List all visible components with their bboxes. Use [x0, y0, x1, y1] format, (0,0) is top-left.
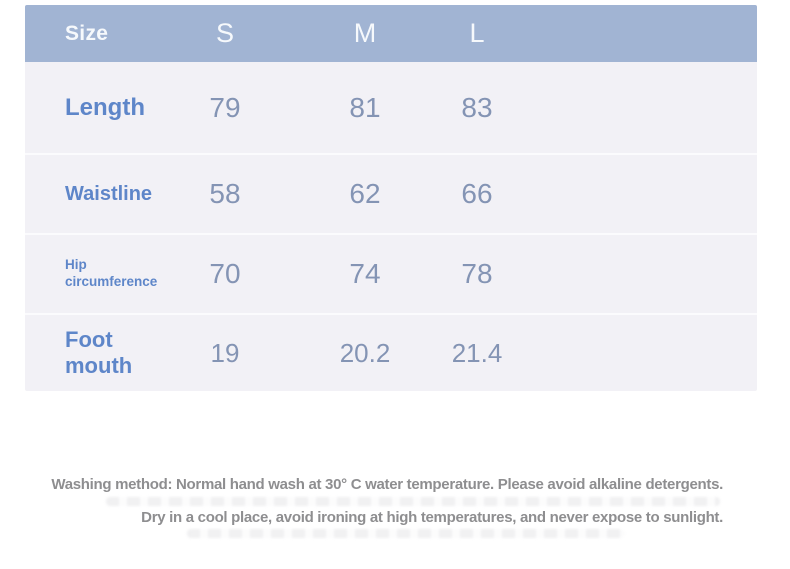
- table-row-waistline: Waistline 58 62 66: [25, 153, 757, 233]
- value-foot-mouth-s: 19: [210, 337, 240, 368]
- row-label-foot-mouth: Foot mouth: [65, 326, 133, 378]
- row-label-length: Length: [65, 93, 145, 121]
- value-length-l: 83: [461, 91, 493, 123]
- table-header-row: Size S M L: [25, 5, 757, 62]
- care-line-drying: Dry in a cool place, avoid ironing at hi…: [141, 509, 723, 526]
- value-hip-s: 70: [209, 258, 241, 289]
- faint-watermark-line: [187, 529, 625, 538]
- faint-watermark-line: [106, 497, 720, 506]
- care-line-washing: Washing method: Normal hand wash at 30° …: [51, 476, 723, 493]
- care-instructions: Washing method: Normal hand wash at 30° …: [40, 468, 723, 534]
- row-label-waistline: Waistline: [65, 182, 153, 205]
- size-table: Size S M L Length 79 81 83 Waistline 58 …: [25, 5, 757, 391]
- size-header-label: Size: [65, 21, 109, 45]
- value-foot-mouth-l: 21.4: [451, 337, 503, 368]
- value-length-m: 81: [349, 91, 381, 123]
- table-row-length: Length 79 81 83: [25, 62, 757, 153]
- value-waistline-l: 66: [461, 178, 493, 209]
- value-hip-l: 78: [461, 258, 493, 289]
- value-length-s: 79: [209, 91, 241, 123]
- value-hip-m: 74: [349, 258, 381, 289]
- row-label-hip-circumference: Hip circumference: [65, 257, 158, 289]
- value-waistline-m: 62: [349, 178, 381, 209]
- column-header-l: L: [469, 18, 485, 48]
- table-row-foot-mouth: Foot mouth 19 20.2 21.4: [25, 313, 757, 391]
- value-foot-mouth-m: 20.2: [339, 337, 391, 368]
- table-row-hip-circumference: Hip circumference 70 74 78: [25, 233, 757, 313]
- column-header-m: M: [353, 18, 377, 48]
- column-header-s: S: [215, 18, 234, 48]
- value-waistline-s: 58: [209, 178, 241, 209]
